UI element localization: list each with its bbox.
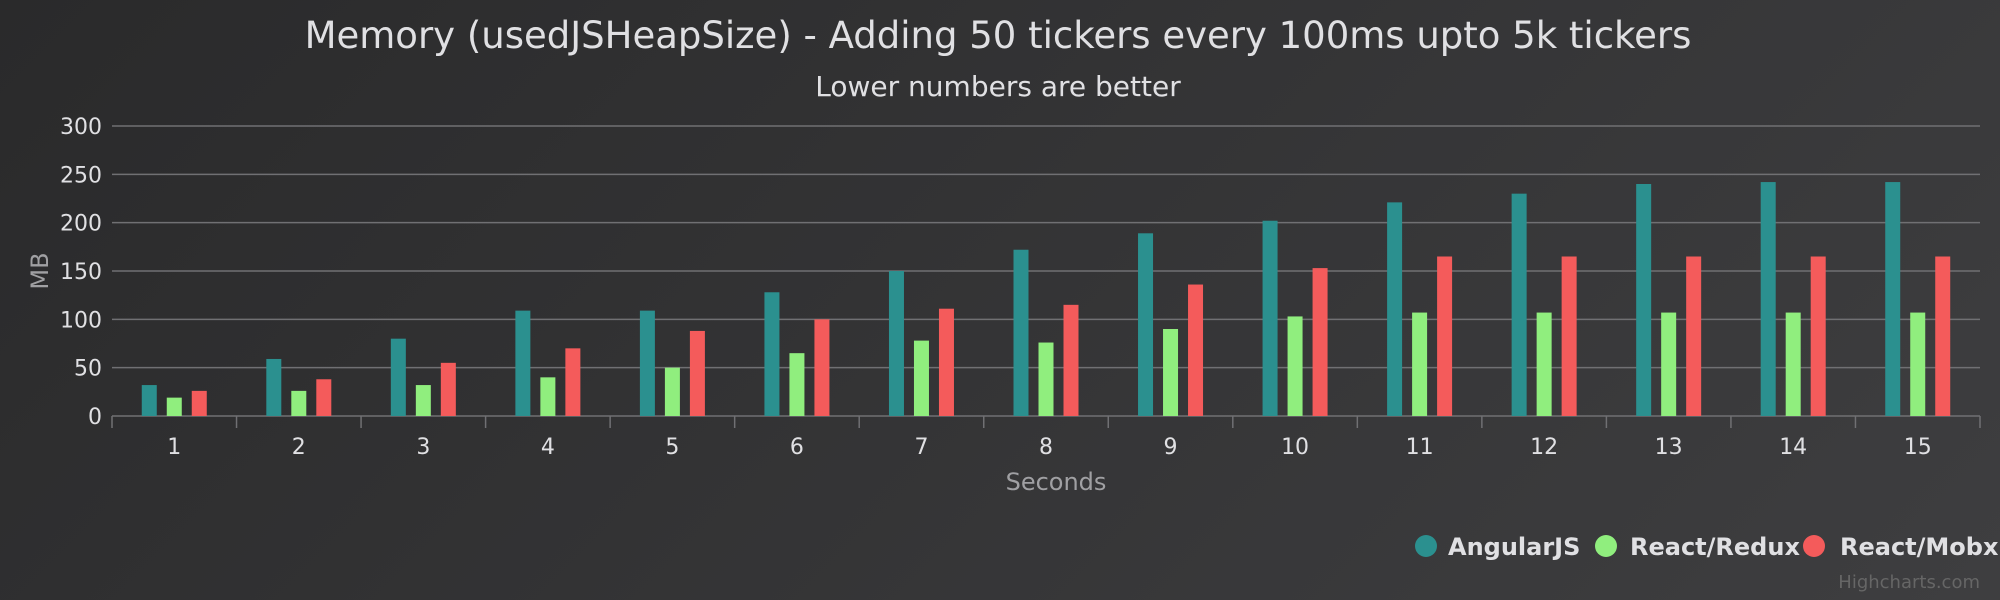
y-tick-label: 200 — [60, 212, 102, 237]
x-axis-ticks: 1 2 3 4 5 6 7 8 9 10 11 12 13 14 15 — [111, 416, 1981, 460]
y-tick-label: 150 — [60, 260, 102, 285]
bar-react-mobx-11[interactable] — [1437, 256, 1453, 417]
bar-react-redux-6[interactable] — [789, 353, 805, 416]
bar-react-redux-12[interactable] — [1536, 312, 1552, 416]
x-tick-label: 7 — [914, 435, 928, 460]
bar-angularjs-12[interactable] — [1511, 193, 1527, 416]
bars — [141, 182, 1951, 417]
x-tick-label: 1 — [167, 435, 181, 460]
bar-react-redux-2[interactable] — [291, 390, 307, 416]
legend-marker-angularjs[interactable] — [1415, 535, 1437, 557]
legend-label-react-redux[interactable]: React/Redux — [1630, 533, 1800, 561]
bar-react-mobx-2[interactable] — [316, 379, 332, 416]
bar-react-mobx-8[interactable] — [1063, 304, 1079, 416]
bar-angularjs-6[interactable] — [764, 292, 780, 416]
bar-angularjs-4[interactable] — [515, 310, 531, 416]
x-tick-label: 5 — [665, 435, 679, 460]
bar-react-mobx-4[interactable] — [565, 348, 581, 416]
legend-marker-react-mobx[interactable] — [1803, 535, 1825, 557]
x-tick-label: 6 — [790, 435, 804, 460]
bar-angularjs-3[interactable] — [390, 338, 406, 416]
bar-angularjs-11[interactable] — [1387, 202, 1403, 416]
bar-angularjs-2[interactable] — [266, 358, 282, 416]
bar-react-redux-7[interactable] — [913, 340, 929, 416]
bar-react-mobx-6[interactable] — [814, 319, 830, 416]
legend-label-react-mobx[interactable]: React/Mobx — [1840, 533, 1999, 561]
x-tick-label: 4 — [541, 435, 555, 460]
y-tick-label: 250 — [60, 163, 102, 188]
bar-react-mobx-9[interactable] — [1188, 284, 1204, 416]
bar-react-mobx-7[interactable] — [938, 308, 954, 416]
x-tick-label: 13 — [1655, 435, 1683, 460]
bar-react-redux-9[interactable] — [1163, 329, 1179, 416]
y-tick-label: 50 — [74, 357, 102, 382]
grid-lines — [112, 125, 1980, 417]
bar-react-mobx-1[interactable] — [191, 390, 207, 416]
chart-subtitle: Lower numbers are better — [815, 70, 1181, 103]
bar-react-mobx-12[interactable] — [1561, 256, 1577, 417]
bar-react-mobx-3[interactable] — [440, 362, 456, 416]
y-tick-label: 0 — [88, 405, 102, 430]
bar-angularjs-14[interactable] — [1760, 182, 1776, 416]
bar-react-redux-4[interactable] — [540, 377, 556, 416]
x-tick-label: 8 — [1039, 435, 1053, 460]
chart-title: Memory (usedJSHeapSize) - Adding 50 tick… — [305, 14, 1692, 57]
bar-react-redux-11[interactable] — [1412, 312, 1428, 416]
bar-react-redux-14[interactable] — [1785, 312, 1801, 416]
legend-marker-react-redux[interactable] — [1595, 535, 1617, 557]
x-tick-label: 10 — [1281, 435, 1309, 460]
legend-label-angularjs[interactable]: AngularJS — [1448, 533, 1580, 561]
x-axis-title: Seconds — [1006, 468, 1107, 496]
legend[interactable]: AngularJS React/Redux React/Mobx — [1415, 533, 1999, 561]
x-tick-label: 3 — [416, 435, 430, 460]
x-tick-label: 15 — [1904, 435, 1932, 460]
y-tick-label: 100 — [60, 308, 102, 333]
bar-angularjs-15[interactable] — [1885, 182, 1901, 416]
bar-react-mobx-10[interactable] — [1312, 268, 1328, 416]
bar-react-mobx-13[interactable] — [1686, 256, 1702, 417]
bar-react-redux-1[interactable] — [166, 397, 182, 416]
bar-angularjs-13[interactable] — [1636, 184, 1652, 416]
bar-react-redux-8[interactable] — [1038, 342, 1054, 416]
x-tick-label: 11 — [1406, 435, 1434, 460]
x-tick-label: 2 — [292, 435, 306, 460]
x-tick-label: 12 — [1530, 435, 1558, 460]
bar-react-mobx-15[interactable] — [1935, 256, 1951, 417]
y-tick-label: 300 — [60, 115, 102, 140]
credits-text[interactable]: Highcharts.com — [1838, 572, 1980, 593]
x-tick-label: 14 — [1779, 435, 1807, 460]
bar-react-redux-13[interactable] — [1661, 312, 1677, 416]
bar-angularjs-5[interactable] — [639, 310, 655, 416]
bar-react-mobx-14[interactable] — [1810, 256, 1826, 417]
bar-angularjs-9[interactable] — [1138, 233, 1154, 416]
bar-angularjs-1[interactable] — [141, 385, 157, 416]
bar-react-redux-10[interactable] — [1287, 316, 1303, 416]
bar-react-redux-5[interactable] — [664, 367, 680, 416]
bar-angularjs-10[interactable] — [1262, 220, 1278, 416]
y-axis-ticks: 0 50 100 150 200 250 300 — [60, 115, 102, 430]
bar-react-redux-15[interactable] — [1910, 312, 1926, 416]
bar-react-mobx-5[interactable] — [689, 330, 705, 416]
x-tick-label: 9 — [1164, 435, 1178, 460]
bar-angularjs-7[interactable] — [888, 271, 904, 416]
bar-react-redux-3[interactable] — [415, 385, 431, 416]
y-axis-title: MB — [26, 252, 54, 289]
bar-angularjs-8[interactable] — [1013, 249, 1029, 416]
